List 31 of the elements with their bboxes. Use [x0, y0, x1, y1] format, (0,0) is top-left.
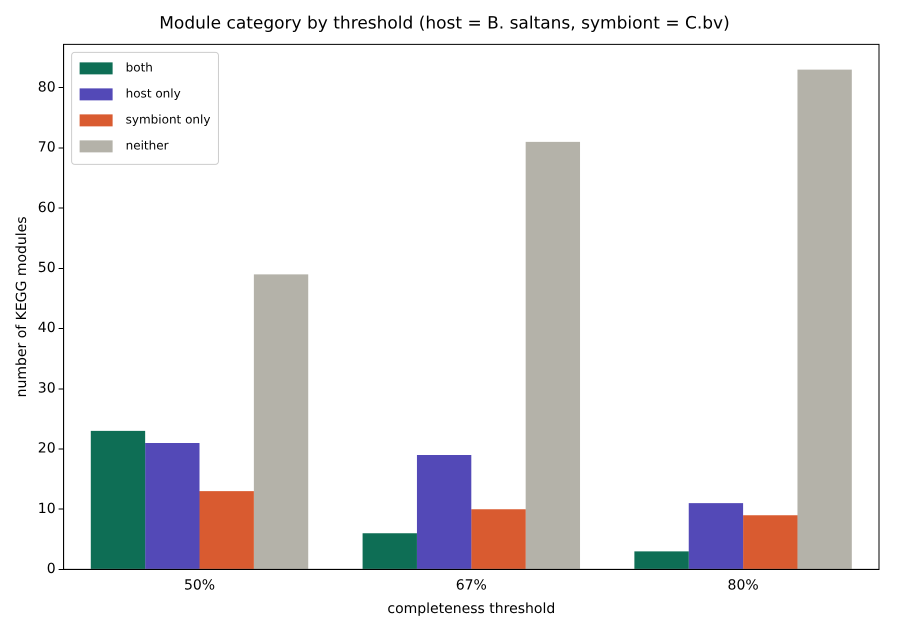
y-tick-label: 40 [38, 320, 56, 336]
x-tick-label: 80% [728, 577, 759, 594]
bar [90, 430, 146, 569]
y-tick-label: 30 [38, 380, 56, 396]
bar [743, 515, 798, 569]
y-tick-label: 70 [38, 140, 56, 156]
chart-title: Module category by threshold (host = B. saltans, symbiont = C.bv) [159, 14, 730, 34]
y-tick-label: 10 [38, 500, 56, 517]
x-tick-label: 50% [184, 577, 216, 594]
bar [797, 70, 852, 569]
y-tick-label: 50 [38, 260, 56, 276]
y-tick-label: 0 [46, 561, 56, 578]
bar [471, 509, 526, 569]
bar [416, 455, 472, 569]
y-tick-label: 80 [38, 79, 56, 96]
bar [526, 142, 580, 569]
legend-label: host only [126, 86, 181, 101]
legend-label: neither [126, 138, 169, 153]
y-axis-title: number of KEGG modules [14, 216, 30, 398]
bar [145, 442, 200, 569]
bar [254, 274, 308, 569]
y-tick-label: 20 [38, 440, 56, 457]
legend-label: both [126, 60, 153, 75]
y-tick-label: 60 [38, 200, 56, 216]
bar [688, 503, 744, 569]
bar [362, 533, 417, 569]
bar [200, 491, 254, 569]
x-tick-label: 67% [456, 577, 487, 594]
legend-label: symbiont only [126, 112, 210, 127]
bar [634, 551, 689, 569]
x-axis-title: completeness threshold [387, 601, 556, 618]
